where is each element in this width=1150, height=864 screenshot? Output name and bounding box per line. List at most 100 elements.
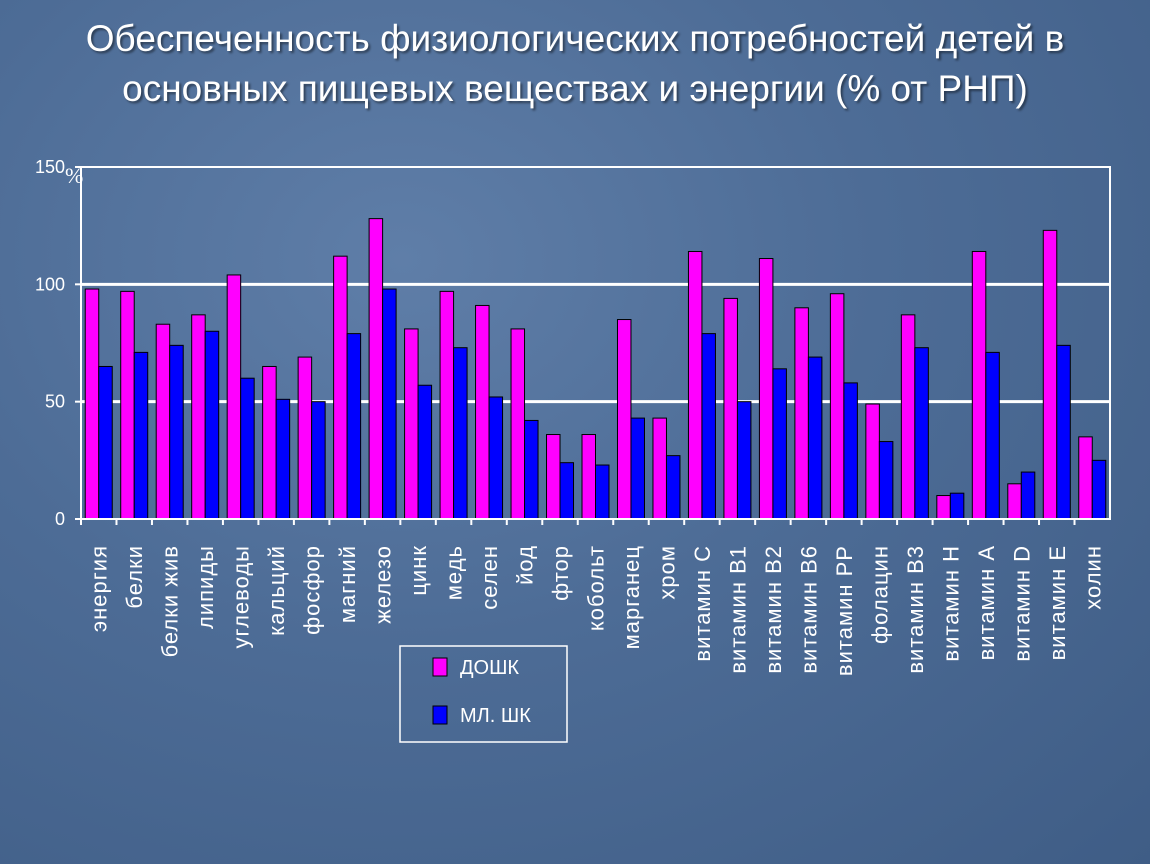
bar-doshk bbox=[333, 255, 348, 520]
bar-doshk bbox=[120, 290, 135, 520]
bar-ml-shk bbox=[488, 396, 504, 520]
category-label: кобольт bbox=[584, 545, 609, 631]
category-label: марганец bbox=[619, 545, 644, 649]
bar-ml-shk bbox=[878, 441, 894, 520]
category-label: фтор bbox=[548, 545, 573, 601]
bar-ml-shk bbox=[169, 344, 184, 520]
bar-doshk bbox=[1078, 436, 1093, 520]
category-label: витамин РР bbox=[832, 545, 857, 676]
bar-doshk bbox=[758, 258, 774, 520]
bar-doshk bbox=[404, 328, 419, 520]
category-label: углеводы bbox=[229, 545, 254, 648]
legend-swatch bbox=[432, 657, 448, 677]
bar-doshk bbox=[616, 319, 632, 520]
category-label: липиды bbox=[193, 545, 218, 629]
category-label: медь bbox=[442, 545, 467, 600]
bar-ml-shk bbox=[417, 384, 433, 520]
bar-doshk bbox=[262, 365, 277, 520]
y-tick-label: 0 bbox=[55, 509, 65, 529]
category-label: витамин D bbox=[1009, 545, 1034, 662]
category-label: витамин В2 bbox=[761, 545, 786, 674]
bar-doshk bbox=[191, 314, 206, 520]
bar-doshk bbox=[1007, 483, 1022, 520]
bar-ml-shk bbox=[133, 351, 149, 520]
bar-ml-shk bbox=[807, 356, 823, 520]
bar-doshk bbox=[652, 417, 667, 520]
category-label: йод bbox=[513, 545, 538, 585]
bar-ml-shk bbox=[595, 464, 610, 520]
category-label: холин bbox=[1080, 545, 1105, 610]
bar-doshk bbox=[155, 323, 171, 520]
x-axis-labels: энергия белки белки жив липиды углеводы кальц… bbox=[80, 519, 1105, 676]
bar-ml-shk bbox=[949, 492, 965, 520]
bar-ml-shk bbox=[772, 368, 787, 520]
bar-ml-shk bbox=[524, 419, 539, 520]
y-unit-label: % bbox=[65, 163, 83, 188]
bar-ml-shk bbox=[346, 333, 362, 520]
category-label: кальций bbox=[264, 545, 289, 636]
category-label: витамин В1 bbox=[725, 545, 750, 674]
bar-ml-shk bbox=[701, 333, 716, 520]
category-label: белки bbox=[122, 545, 147, 609]
category-label: витамин А bbox=[974, 545, 999, 660]
category-label: витамин С bbox=[690, 545, 715, 662]
category-label: витамин В3 bbox=[903, 545, 928, 674]
bar-doshk bbox=[865, 403, 880, 520]
bar-ml-shk bbox=[275, 398, 291, 520]
plot-area-border bbox=[80, 166, 1111, 520]
y-tick-label: 150 bbox=[35, 157, 65, 177]
y-tick-label: 100 bbox=[35, 274, 65, 294]
category-label: белки жив bbox=[158, 545, 183, 657]
bar-ml-shk bbox=[914, 347, 929, 520]
bar-doshk bbox=[971, 250, 987, 520]
bar-doshk bbox=[581, 434, 596, 520]
bar-doshk bbox=[368, 218, 384, 520]
bar-doshk bbox=[297, 356, 313, 520]
category-label: цинк bbox=[406, 545, 431, 596]
bar-ml-shk bbox=[311, 401, 326, 520]
category-label: железо bbox=[371, 545, 396, 624]
bar-doshk bbox=[510, 328, 526, 520]
category-label: магний bbox=[335, 545, 360, 623]
legend-label: МЛ. ШК bbox=[460, 705, 531, 727]
bar-doshk bbox=[439, 290, 455, 520]
category-label: фосфор bbox=[300, 545, 325, 635]
category-label: фолацин bbox=[867, 545, 892, 644]
y-tick-label: 50 bbox=[45, 392, 65, 412]
bar-doshk bbox=[475, 304, 490, 520]
bar-ml-shk bbox=[630, 417, 645, 520]
bar-ml-shk bbox=[665, 455, 681, 520]
bar-doshk bbox=[829, 293, 845, 520]
bars bbox=[84, 218, 1107, 520]
category-label: витамин В6 bbox=[796, 545, 821, 674]
bar-doshk bbox=[226, 274, 242, 520]
category-label: энергия bbox=[87, 545, 112, 632]
bar-ml-shk bbox=[736, 401, 752, 520]
bar-ml-shk bbox=[985, 351, 1000, 520]
bar-doshk bbox=[900, 314, 916, 520]
slide-title: Обеспеченность физиологических потребнос… bbox=[0, 14, 1150, 114]
bar-ml-shk bbox=[240, 377, 255, 520]
bar-doshk bbox=[687, 250, 703, 520]
category-label: хром bbox=[654, 545, 679, 600]
bar-ml-shk bbox=[1056, 344, 1071, 520]
title-line-1: Обеспеченность физиологических потребнос… bbox=[85, 18, 1065, 59]
legend-label: ДОШК bbox=[460, 657, 519, 679]
bar-doshk bbox=[84, 288, 100, 520]
legend-swatch bbox=[432, 705, 448, 725]
bar-ml-shk bbox=[1091, 459, 1107, 520]
bar-ml-shk bbox=[559, 462, 575, 520]
category-label: витамин Е bbox=[1045, 545, 1070, 660]
bar-ml-shk bbox=[453, 347, 468, 520]
bar-doshk bbox=[546, 434, 561, 520]
bar-doshk bbox=[936, 495, 951, 520]
bar-ml-shk bbox=[843, 382, 858, 520]
legend-box bbox=[399, 645, 568, 743]
bar-doshk bbox=[1042, 229, 1058, 520]
bar-doshk bbox=[723, 297, 738, 520]
bar-ml-shk bbox=[1020, 471, 1036, 520]
bar-doshk bbox=[794, 307, 809, 520]
y-axis: 0 50 100 150% bbox=[35, 157, 83, 529]
bar-ml-shk bbox=[382, 288, 397, 520]
